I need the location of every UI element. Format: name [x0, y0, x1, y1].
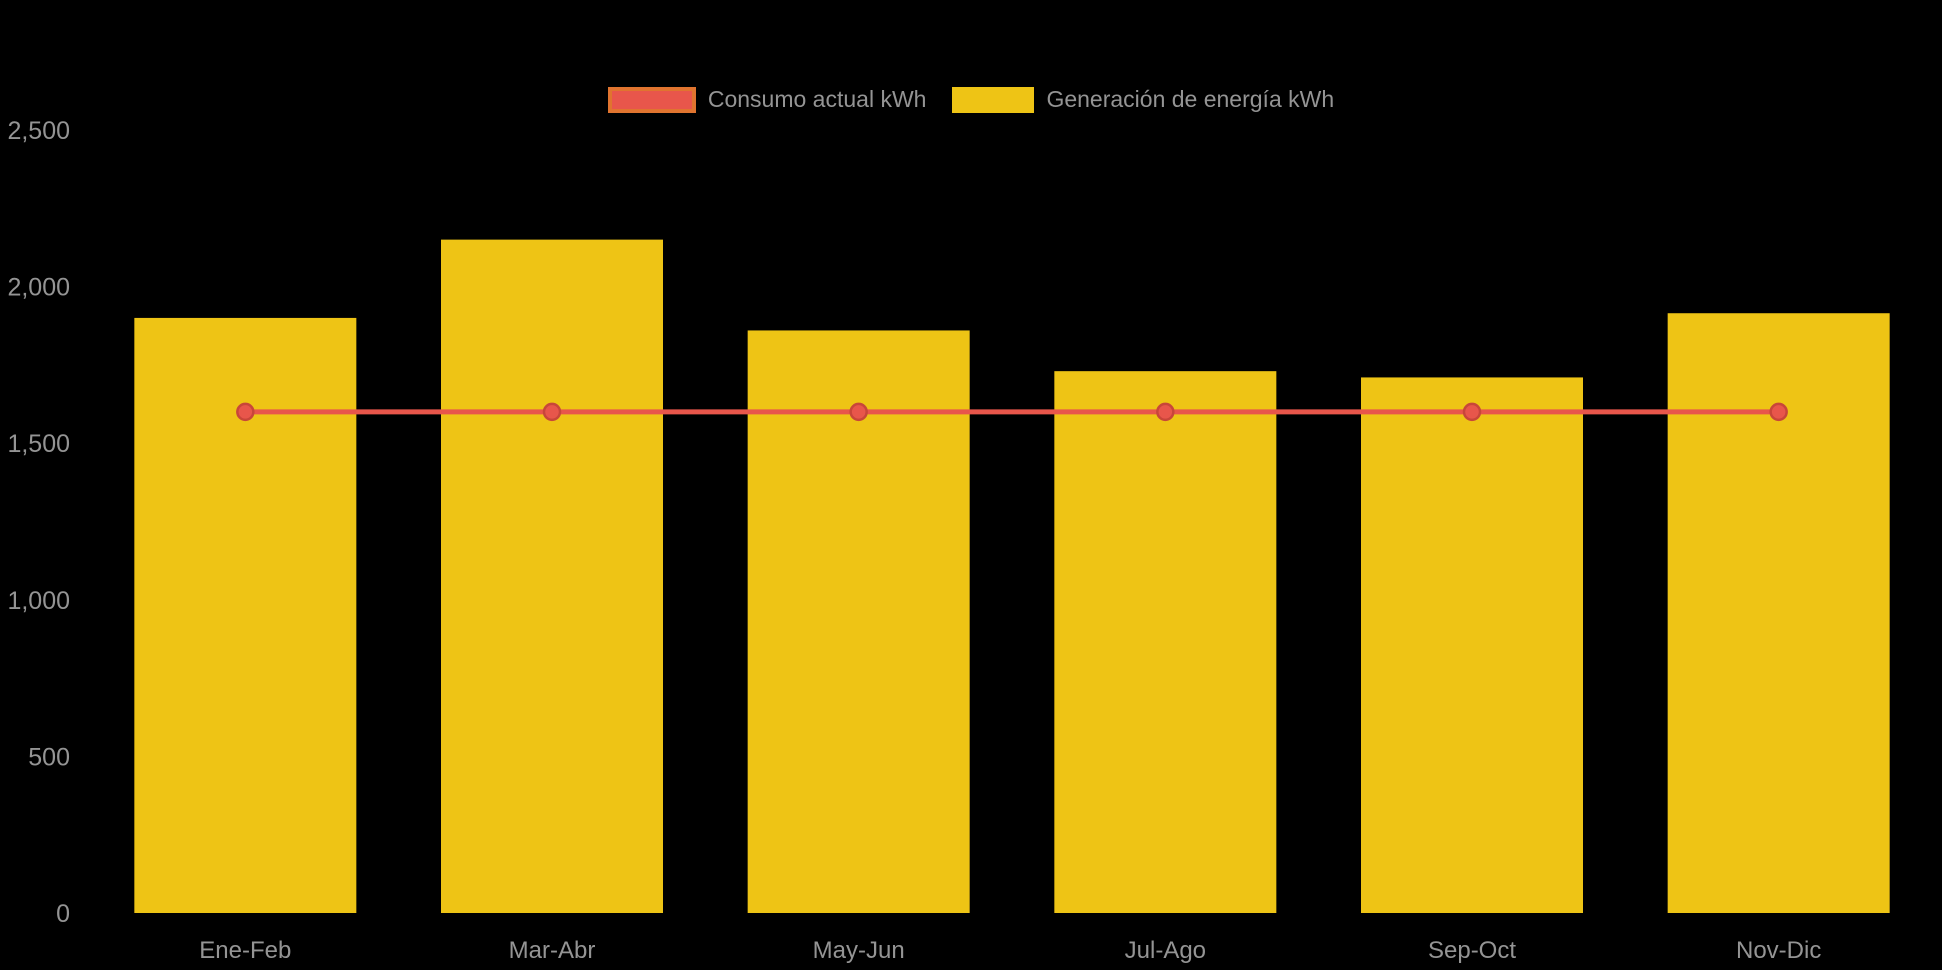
consumo-point-Ene-Feb[interactable]	[236, 402, 255, 422]
consumo-point-Mar-Abr[interactable]	[542, 402, 562, 422]
legend-swatch-generacion-energia	[952, 86, 1035, 113]
bar-Jul-Ago[interactable]	[1054, 371, 1277, 913]
x-category-label: Mar-Abr	[509, 937, 596, 964]
x-category-label: Sep-Oct	[1428, 937, 1516, 964]
bar-Mar-Abr[interactable]	[441, 239, 663, 913]
x-category-label: Jul-Ago	[1125, 937, 1206, 964]
chart-legend: Consumo actual kWh Generación de energía…	[0, 86, 1942, 113]
x-category-label: Ene-Feb	[199, 937, 291, 964]
consumo-point-Jul-Ago[interactable]	[1156, 402, 1175, 422]
consumo-point-Sep-Oct[interactable]	[1462, 402, 1482, 422]
y-tick-label: 500	[28, 743, 70, 771]
y-tick-label: 2,000	[7, 274, 70, 302]
y-tick-label: 1,500	[7, 430, 70, 458]
x-category-label: May-Jun	[813, 937, 905, 964]
y-tick-label: 2,500	[7, 117, 70, 145]
legend-label-generacion-energia: Generación de energía kWh	[1046, 86, 1335, 112]
consumo-point-May-Jun[interactable]	[849, 402, 868, 422]
legend-item-consumo-actual[interactable]: Consumo actual kWh	[607, 86, 927, 113]
bar-May-Jun[interactable]	[747, 330, 970, 913]
x-category-label: Nov-Dic	[1736, 937, 1821, 964]
y-tick-label: 0	[56, 900, 70, 928]
y-tick-label: 1,000	[7, 587, 70, 615]
bar-Sep-Oct[interactable]	[1361, 377, 1583, 914]
consumo-point-Nov-Dic[interactable]	[1769, 402, 1788, 422]
legend-item-generacion-energia[interactable]: Generación de energía kWh	[952, 86, 1334, 113]
legend-label-consumo-actual: Consumo actual kWh	[707, 86, 927, 112]
legend-swatch-consumo-actual	[607, 86, 696, 113]
